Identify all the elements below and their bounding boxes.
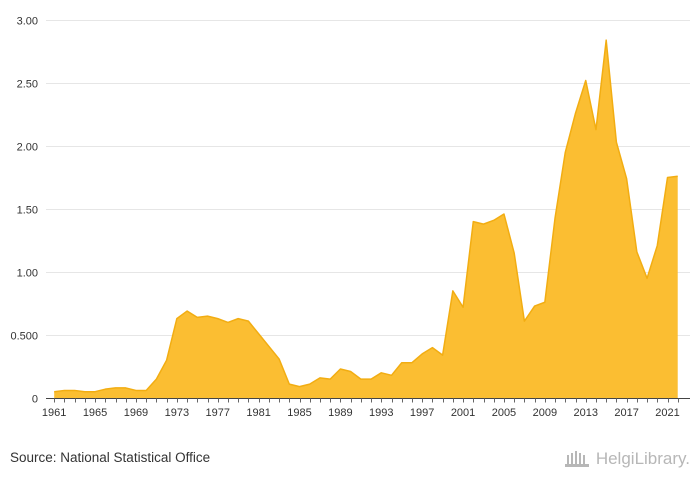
y-tick-label: 3.00 <box>17 16 38 28</box>
y-tick-label: 0 <box>32 394 38 406</box>
x-tick-label: 1981 <box>246 407 270 419</box>
area-series <box>54 39 678 398</box>
x-tick-label: 1997 <box>410 407 434 419</box>
x-tick-label: 2001 <box>451 407 475 419</box>
x-tick-label: 1965 <box>83 407 107 419</box>
library-building-icon <box>564 451 589 467</box>
y-tick-label: 2.00 <box>17 142 38 154</box>
y-tick-label: 1.50 <box>17 205 38 217</box>
x-tick-label: 1961 <box>42 407 66 419</box>
x-tick-label: 2013 <box>573 407 597 419</box>
x-tick-label: 2009 <box>533 407 557 419</box>
helgilibrary-logo: HelgiLibrary. <box>564 446 690 472</box>
x-tick-label: 2021 <box>655 407 679 419</box>
y-tick-label: 1.00 <box>17 268 38 280</box>
x-tick-label: 1973 <box>165 407 189 419</box>
y-axis: 0 0.500 1.00 1.50 2.00 2.50 3.00 <box>10 16 38 406</box>
x-tick-label: 1969 <box>124 407 148 419</box>
x-tick-label: 2017 <box>614 407 638 419</box>
y-tick-label: 2.50 <box>17 79 38 91</box>
logo-text: HelgiLibrary. <box>595 449 690 468</box>
x-tick-label: 1985 <box>287 407 311 419</box>
x-tick-label: 2005 <box>492 407 516 419</box>
x-axis: 1961 1965 1969 1973 1977 1981 1985 1989 1993 1997… <box>42 398 690 419</box>
area-line <box>54 39 678 393</box>
area-fill <box>54 40 678 398</box>
y-tick-label: 0.500 <box>10 331 38 343</box>
x-tick-label: 1989 <box>328 407 352 419</box>
x-tick-label: 1993 <box>369 407 393 419</box>
area-chart: 1961 1965 1969 1973 1977 1981 1985 1989 1993 1997… <box>10 16 690 419</box>
source-note: Source: National Statistical Office <box>10 450 211 465</box>
x-tick-label: 1977 <box>205 407 229 419</box>
